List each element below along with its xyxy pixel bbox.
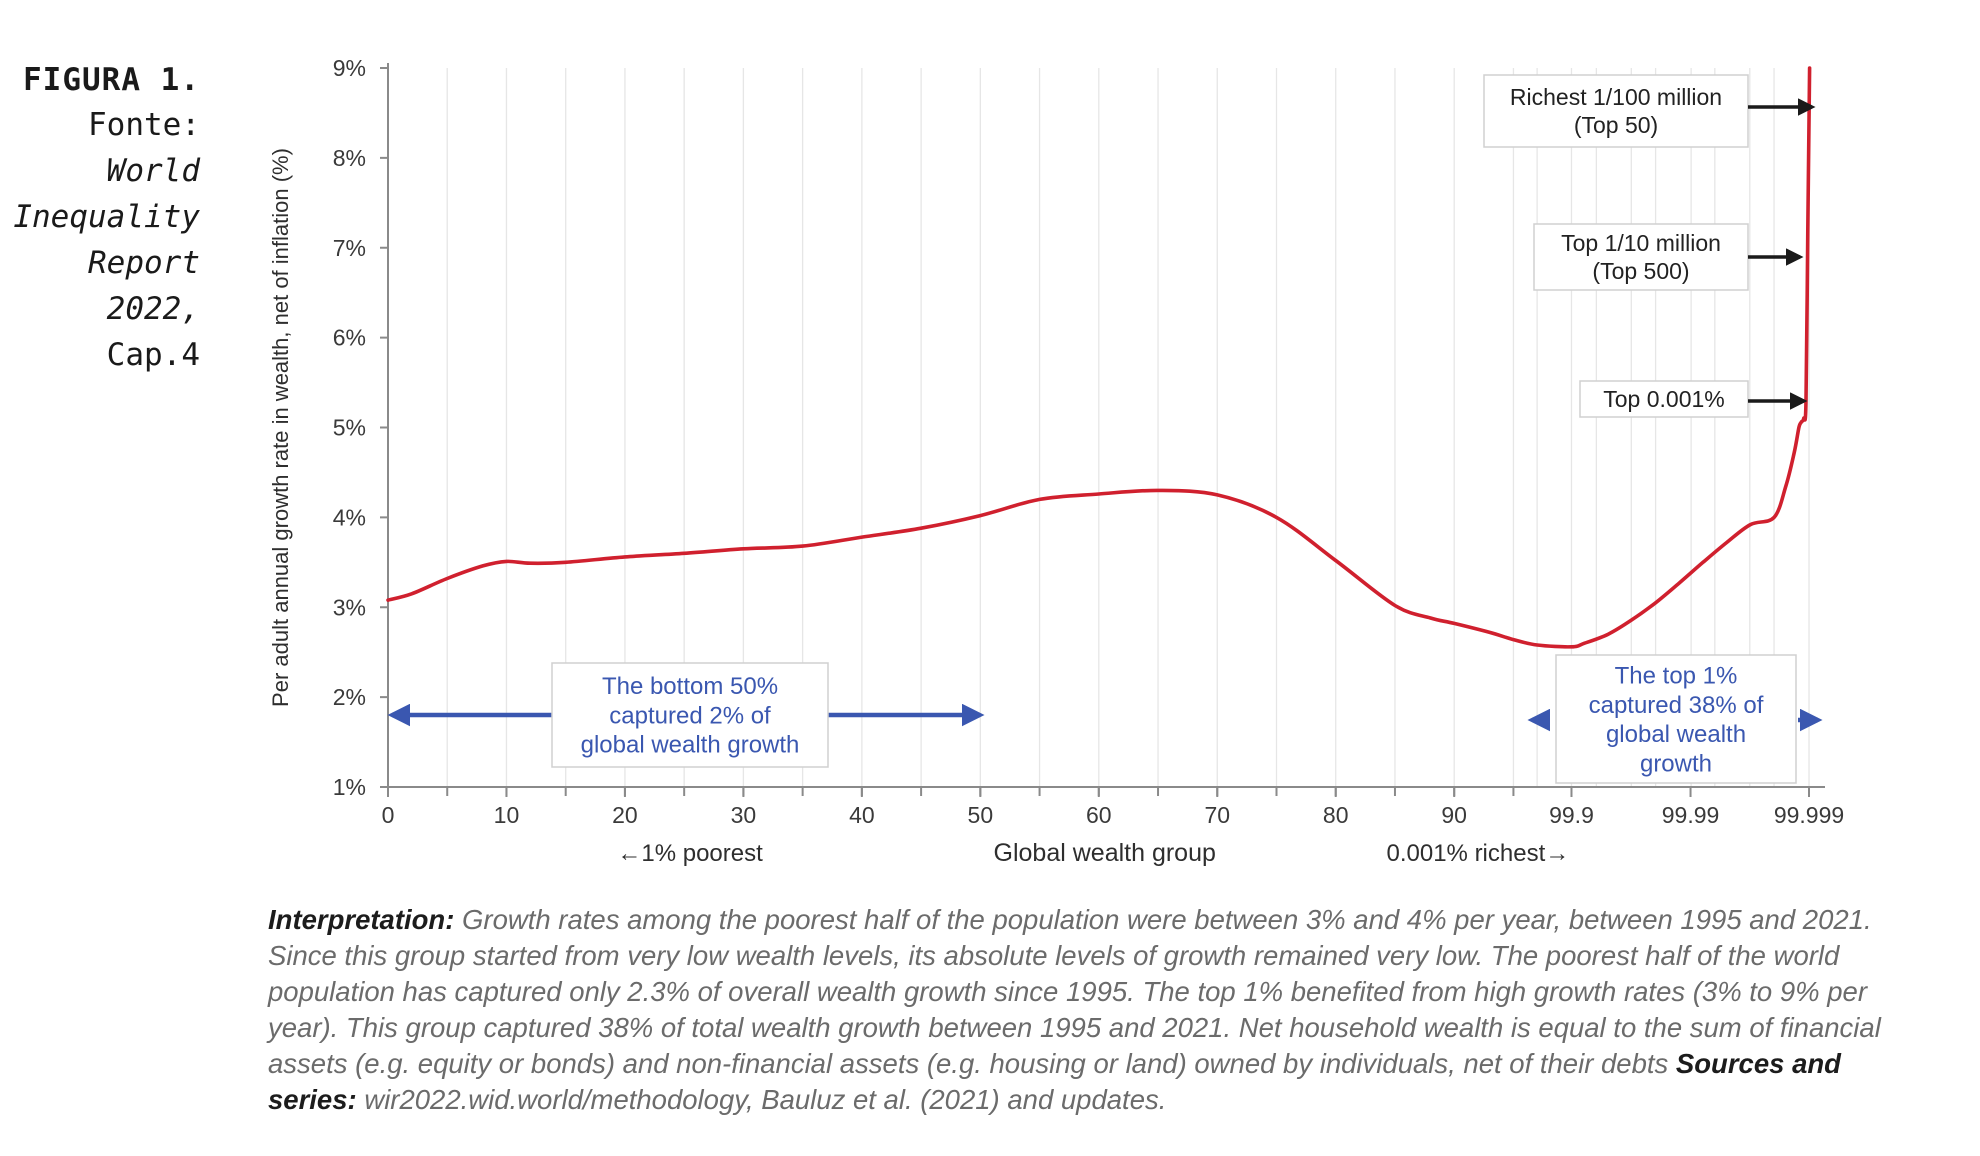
interpretation-text: Growth rates among the poorest half of t… xyxy=(268,904,1881,1079)
annotation-top-1-text: captured 38% of xyxy=(1589,692,1764,719)
source-title-3: Report 2022, xyxy=(88,245,200,327)
y-tick-label: 8% xyxy=(333,145,366,171)
annotation-top-50-text: Richest 1/100 million xyxy=(1510,84,1722,110)
source-title-2: Inequality xyxy=(13,199,200,235)
y-tick-label: 1% xyxy=(333,774,366,800)
y-tick-label: 6% xyxy=(333,325,366,351)
annotation-top-50-box xyxy=(1483,74,1749,148)
sources-text: wir2022.wid.world/methodology, Bauluz et… xyxy=(356,1084,1167,1115)
annotation-bottom-50-text: global wealth growth xyxy=(581,732,800,759)
annotation-top-0001-box xyxy=(1579,380,1749,418)
annotation-top-1-text: The top 1% xyxy=(1615,662,1738,689)
series-line xyxy=(386,66,1812,649)
x-tick-label: 40 xyxy=(849,802,875,828)
annotation-bottom-50-text: captured 2% of xyxy=(609,702,771,729)
x-tick-label: 20 xyxy=(612,802,638,828)
y-tick-label: 2% xyxy=(333,684,366,710)
annotation-bottom-50-text: The bottom 50% xyxy=(602,673,778,700)
annotation-top-50-text: (Top 50) xyxy=(1574,112,1658,138)
x-axis-title: Global wealth group xyxy=(994,839,1216,867)
y-tick-label: 5% xyxy=(333,415,366,441)
interpretation-label: Interpretation: xyxy=(268,904,455,935)
source-prefix: Fonte: xyxy=(88,107,200,143)
x-tick-label: 99.999 xyxy=(1774,802,1844,828)
annotation-bottom-50-box xyxy=(551,662,829,768)
figure-caption: FIGURA 1. Fonte: World Inequality Report… xyxy=(0,58,200,378)
x-tick-label: 70 xyxy=(1204,802,1230,828)
x-tick-label: 60 xyxy=(1086,802,1112,828)
x-tick-label: 90 xyxy=(1441,802,1467,828)
source-line-4: Cap.4 xyxy=(106,337,200,373)
annotation-top-0001-text: Top 0.001% xyxy=(1603,386,1724,412)
annotation-top-500-text: (Top 500) xyxy=(1592,258,1689,284)
y-tick-label: 4% xyxy=(333,504,366,530)
wealth-growth-chart: 1% 2% 3% 4% 5% 6% 7% 8% 9% 0 10 20 30 40 50 60 70 80 90 99.… xyxy=(268,55,1844,867)
interpretation-paragraph: Interpretation: Growth rates among the p… xyxy=(268,902,1888,1118)
x-tick-label: 99.9 xyxy=(1549,802,1594,828)
x-tick-label: 30 xyxy=(731,802,757,828)
x-tick-label: 99.99 xyxy=(1662,802,1720,828)
y-tick-label: 9% xyxy=(333,55,366,81)
x-tick-label: 50 xyxy=(968,802,994,828)
source-title-1: World xyxy=(106,153,200,189)
annotation-top-1-text: growth xyxy=(1640,750,1712,777)
y-tick-label: 3% xyxy=(333,594,366,620)
figure-label: FIGURA 1. xyxy=(23,62,200,98)
x-label-left: ←1% poorest xyxy=(617,840,763,867)
x-label-right: 0.001% richest→ xyxy=(1387,840,1570,867)
annotation-top-500-text: Top 1/10 million xyxy=(1561,230,1721,256)
annotation-top-1-text: global wealth xyxy=(1606,721,1746,748)
x-tick-label: 0 xyxy=(382,802,395,828)
y-axis-title: Per adult annual growth rate in wealth, … xyxy=(268,148,293,707)
source-line-3: Report 2022, xyxy=(0,240,200,332)
x-tick-label: 10 xyxy=(494,802,520,828)
sources-label: Sources and series: xyxy=(268,1048,1841,1115)
annotation-top-1-box xyxy=(1555,654,1797,784)
source-line-2: Inequality xyxy=(0,194,200,240)
source-line-1: Fonte: World xyxy=(0,102,200,194)
x-tick-label: 80 xyxy=(1323,802,1349,828)
y-tick-label: 7% xyxy=(333,235,366,261)
